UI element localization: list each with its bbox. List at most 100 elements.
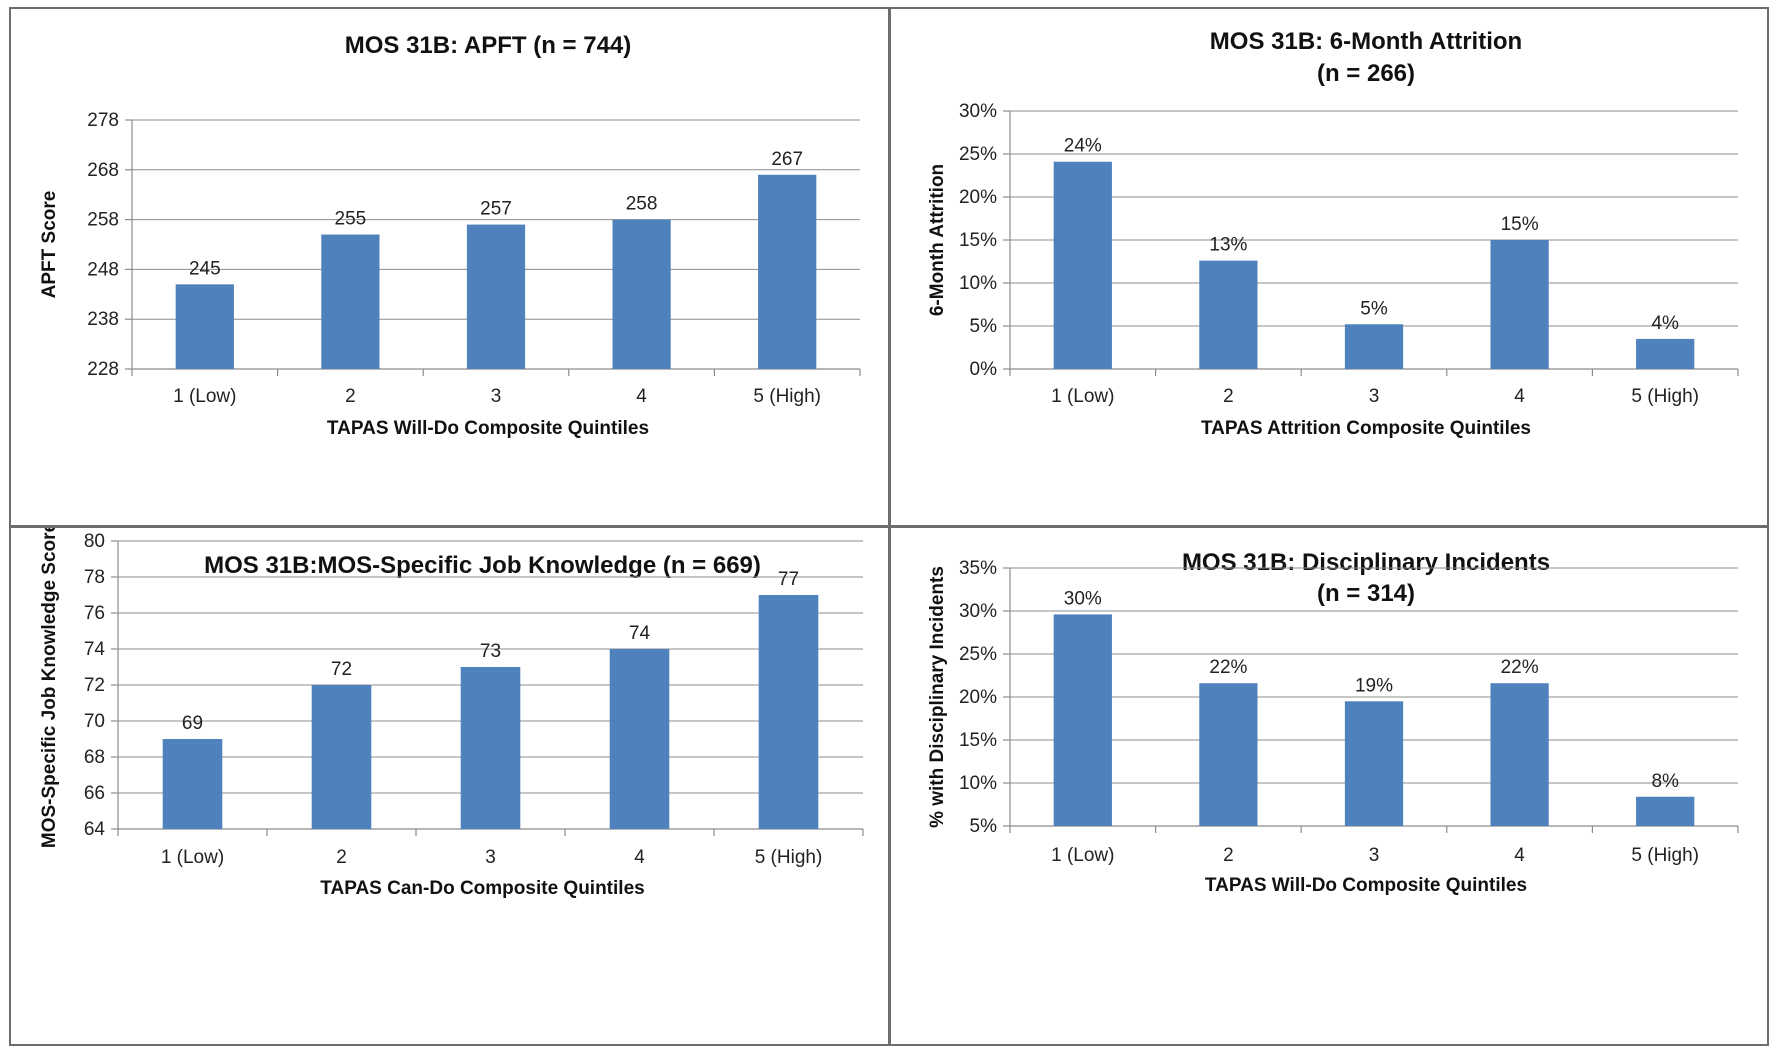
y-tick-label: 248 xyxy=(87,259,119,280)
data-label: 22% xyxy=(1501,657,1539,678)
y-tick-label: 78 xyxy=(84,567,105,588)
bar xyxy=(1490,240,1549,369)
job-knowledge-chart: MOS 31B:MOS-Specific Job Knowledge (n = … xyxy=(39,528,864,899)
y-tick-label: 74 xyxy=(84,639,106,660)
data-label: 77 xyxy=(778,569,799,590)
x-tick-label: 3 xyxy=(485,847,496,868)
y-tick-label: 72 xyxy=(84,675,105,696)
data-label: 255 xyxy=(335,209,367,230)
bar xyxy=(1053,161,1112,369)
x-tick-label: 2 xyxy=(1223,845,1234,866)
data-label: 30% xyxy=(1064,588,1102,609)
y-tick-label: 10% xyxy=(959,273,997,294)
y-tick-label: 5% xyxy=(970,316,998,337)
bar xyxy=(311,685,372,829)
chart-panel-disciplinary: MOS 31B: Disciplinary Incidents (n = 314)… xyxy=(889,526,1769,1046)
y-tick-label: 35% xyxy=(959,558,997,579)
x-tick-label: 1 (Low) xyxy=(1051,845,1114,866)
x-tick-label: 4 xyxy=(634,847,645,868)
chart-panel-job-knowledge: MOS 31B:MOS-Specific Job Knowledge (n = … xyxy=(9,526,890,1046)
x-tick-label: 3 xyxy=(491,386,502,407)
y-tick-label: 20% xyxy=(959,687,997,708)
y-axis-title: APFT Score xyxy=(39,191,60,299)
y-tick-label: 278 xyxy=(87,110,119,131)
data-label: 24% xyxy=(1064,136,1102,157)
x-tick-label: 3 xyxy=(1369,386,1380,407)
y-axis-title: % with Disciplinary Incidents xyxy=(927,566,948,828)
bar xyxy=(612,219,671,369)
y-tick-label: 30% xyxy=(959,101,997,122)
x-axis-title: TAPAS Attrition Composite Quintiles xyxy=(1201,418,1531,439)
data-label: 19% xyxy=(1355,675,1393,696)
bar xyxy=(162,739,223,829)
y-tick-label: 268 xyxy=(87,160,119,181)
bar xyxy=(460,667,521,829)
x-tick-label: 1 (Low) xyxy=(173,386,236,407)
bar xyxy=(609,649,670,829)
y-tick-label: 80 xyxy=(84,531,105,552)
y-tick-label: 15% xyxy=(959,730,997,751)
y-tick-label: 76 xyxy=(84,603,105,624)
apft-chart: MOS 31B: APFT (n = 744) 228 238 248 258 268 27… xyxy=(39,32,861,439)
bar xyxy=(758,174,817,369)
y-axis-title: MOS-Specific Job Knowledge Score xyxy=(39,528,60,848)
y-axis-title: 6-Month Attrition xyxy=(927,164,948,316)
chart-title: (n = 314) xyxy=(1317,580,1415,607)
y-tick-label: 10% xyxy=(959,773,997,794)
bar xyxy=(175,284,234,369)
data-label: 258 xyxy=(626,194,658,215)
data-label: 257 xyxy=(480,199,512,220)
data-label: 73 xyxy=(480,641,501,662)
y-tick-label: 25% xyxy=(959,644,997,665)
data-label: 74 xyxy=(629,623,651,644)
chart-title: MOS 31B: APFT (n = 744) xyxy=(345,32,632,59)
y-tick-label: 70 xyxy=(84,711,105,732)
y-tick-label: 15% xyxy=(959,230,997,251)
chart-panel-apft: MOS 31B: APFT (n = 744) 228 238 248 258 268 27… xyxy=(9,7,890,527)
y-tick-label: 228 xyxy=(87,359,119,380)
disciplinary-chart: MOS 31B: Disciplinary Incidents (n = 314)… xyxy=(927,549,1739,896)
bar xyxy=(1636,796,1695,826)
y-tick-label: 20% xyxy=(959,187,997,208)
y-tick-label: 30% xyxy=(959,601,997,622)
attrition-chart: MOS 31B: 6-Month Attrition (n = 266) 0% 5% 1… xyxy=(927,28,1739,439)
data-label: 267 xyxy=(771,149,803,170)
x-tick-label: 5 (High) xyxy=(1631,386,1699,407)
x-axis-title: TAPAS Will-Do Composite Quintiles xyxy=(327,418,649,439)
y-tick-label: 66 xyxy=(84,783,105,804)
x-tick-label: 4 xyxy=(1514,386,1525,407)
bar xyxy=(466,224,526,369)
chart-title: MOS 31B:MOS-Specific Job Knowledge (n = … xyxy=(204,552,761,579)
x-tick-label: 5 (High) xyxy=(753,386,821,407)
bar xyxy=(1199,683,1258,826)
bar xyxy=(758,595,819,829)
data-label: 72 xyxy=(331,659,352,680)
y-tick-label: 64 xyxy=(84,819,106,840)
bar xyxy=(1490,683,1549,826)
x-tick-label: 5 (High) xyxy=(755,847,823,868)
data-label: 245 xyxy=(189,258,221,279)
data-label: 8% xyxy=(1651,771,1679,792)
chart-panel-attrition: MOS 31B: 6-Month Attrition (n = 266) 0% 5% 1… xyxy=(889,7,1769,527)
data-label: 13% xyxy=(1209,235,1247,256)
y-tick-label: 5% xyxy=(970,816,998,837)
bar xyxy=(1199,260,1258,369)
x-tick-label: 4 xyxy=(636,386,647,407)
x-tick-label: 1 (Low) xyxy=(161,847,224,868)
x-tick-label: 3 xyxy=(1369,845,1380,866)
data-label: 69 xyxy=(182,713,203,734)
x-tick-label: 5 (High) xyxy=(1631,845,1699,866)
bar xyxy=(1636,338,1695,369)
bar xyxy=(1344,324,1404,369)
y-tick-label: 258 xyxy=(87,210,119,231)
y-tick-label: 68 xyxy=(84,747,105,768)
data-label: 22% xyxy=(1209,657,1247,678)
y-tick-label: 238 xyxy=(87,309,119,330)
bar xyxy=(1053,614,1112,826)
y-tick-label: 25% xyxy=(959,144,997,165)
x-tick-label: 2 xyxy=(1223,386,1234,407)
data-label: 4% xyxy=(1651,313,1679,334)
x-tick-label: 1 (Low) xyxy=(1051,386,1114,407)
bar xyxy=(321,234,380,369)
chart-title: MOS 31B: 6-Month Attrition xyxy=(1210,28,1522,55)
